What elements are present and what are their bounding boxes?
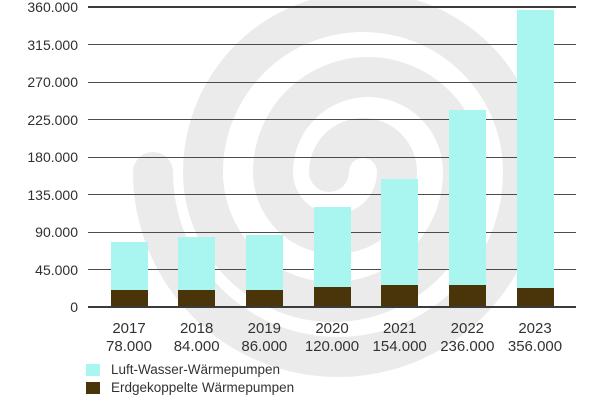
y-tick-label: 270.000 (27, 74, 78, 90)
x-tick-year: 2022 (450, 320, 485, 337)
bar-segment-luft-wasser (245, 235, 283, 291)
y-tick-label: 315.000 (27, 36, 78, 53)
y-tick-label: 90.000 (35, 224, 78, 240)
bar-segment-luft-wasser (516, 10, 554, 288)
x-tick-total: 86.000 (241, 338, 288, 355)
bar-segment-erdgekoppelte (448, 285, 486, 307)
gridline (88, 81, 576, 83)
bar-segment-luft-wasser (178, 237, 216, 290)
legend-label: Erdgekoppelte Wärmepumpen (111, 379, 295, 395)
legend-item: Erdgekoppelte Wärmepumpen (86, 379, 295, 396)
gridline (88, 156, 576, 158)
x-tick-year: 2017 (112, 320, 146, 337)
gridline (88, 194, 576, 195)
x-tick-year: 2021 (382, 320, 417, 337)
x-tick-total: 78.000 (106, 338, 152, 355)
legend-label: Luft-Wasser-Wärmepumpen (111, 362, 281, 377)
legend-item: Luft-Wasser-Wärmepumpen (86, 362, 294, 378)
y-tick-label: 225.000 (27, 111, 78, 128)
bar-segment-luft-wasser (381, 178, 419, 286)
x-tick-total: 120.000 (304, 338, 360, 355)
bar-segment-luft-wasser (110, 242, 148, 290)
bar-segment-luft-wasser (313, 207, 351, 287)
y-tick-label: 135.000 (27, 186, 78, 203)
x-tick-total: 84.000 (173, 338, 220, 355)
gridline (88, 6, 576, 8)
legend-swatch-icon (86, 382, 100, 395)
y-tick-label: 0 (70, 299, 78, 315)
x-tick-year: 2018 (179, 320, 214, 337)
x-tick-total: 356.000 (507, 338, 563, 355)
bar-segment-erdgekoppelte (516, 287, 554, 307)
bar-segment-erdgekoppelte (245, 290, 283, 307)
x-tick-total: 154.000 (372, 338, 427, 355)
y-tick-label: 180.000 (27, 149, 78, 165)
x-tick-year: 2020 (315, 320, 349, 337)
bar-segment-erdgekoppelte (110, 289, 148, 307)
legend-swatch-icon (86, 364, 100, 377)
y-tick-label: 360.000 (27, 0, 78, 15)
gridline (88, 119, 576, 120)
x-tick-year: 2019 (247, 320, 282, 337)
y-tick-label: 45.000 (35, 261, 78, 278)
gridline (88, 44, 576, 45)
bar-segment-erdgekoppelte (313, 287, 351, 307)
gridline (88, 306, 576, 308)
legend: Luft-Wasser-Wärmepumpen Erdgekoppelte Wär… (86, 362, 295, 396)
bar-segment-erdgekoppelte (178, 289, 216, 307)
bar-segment-erdgekoppelte (381, 285, 419, 307)
x-tick-year: 2023 (518, 320, 552, 337)
bar-segment-luft-wasser (448, 110, 486, 286)
x-tick-total: 236.000 (440, 338, 495, 355)
